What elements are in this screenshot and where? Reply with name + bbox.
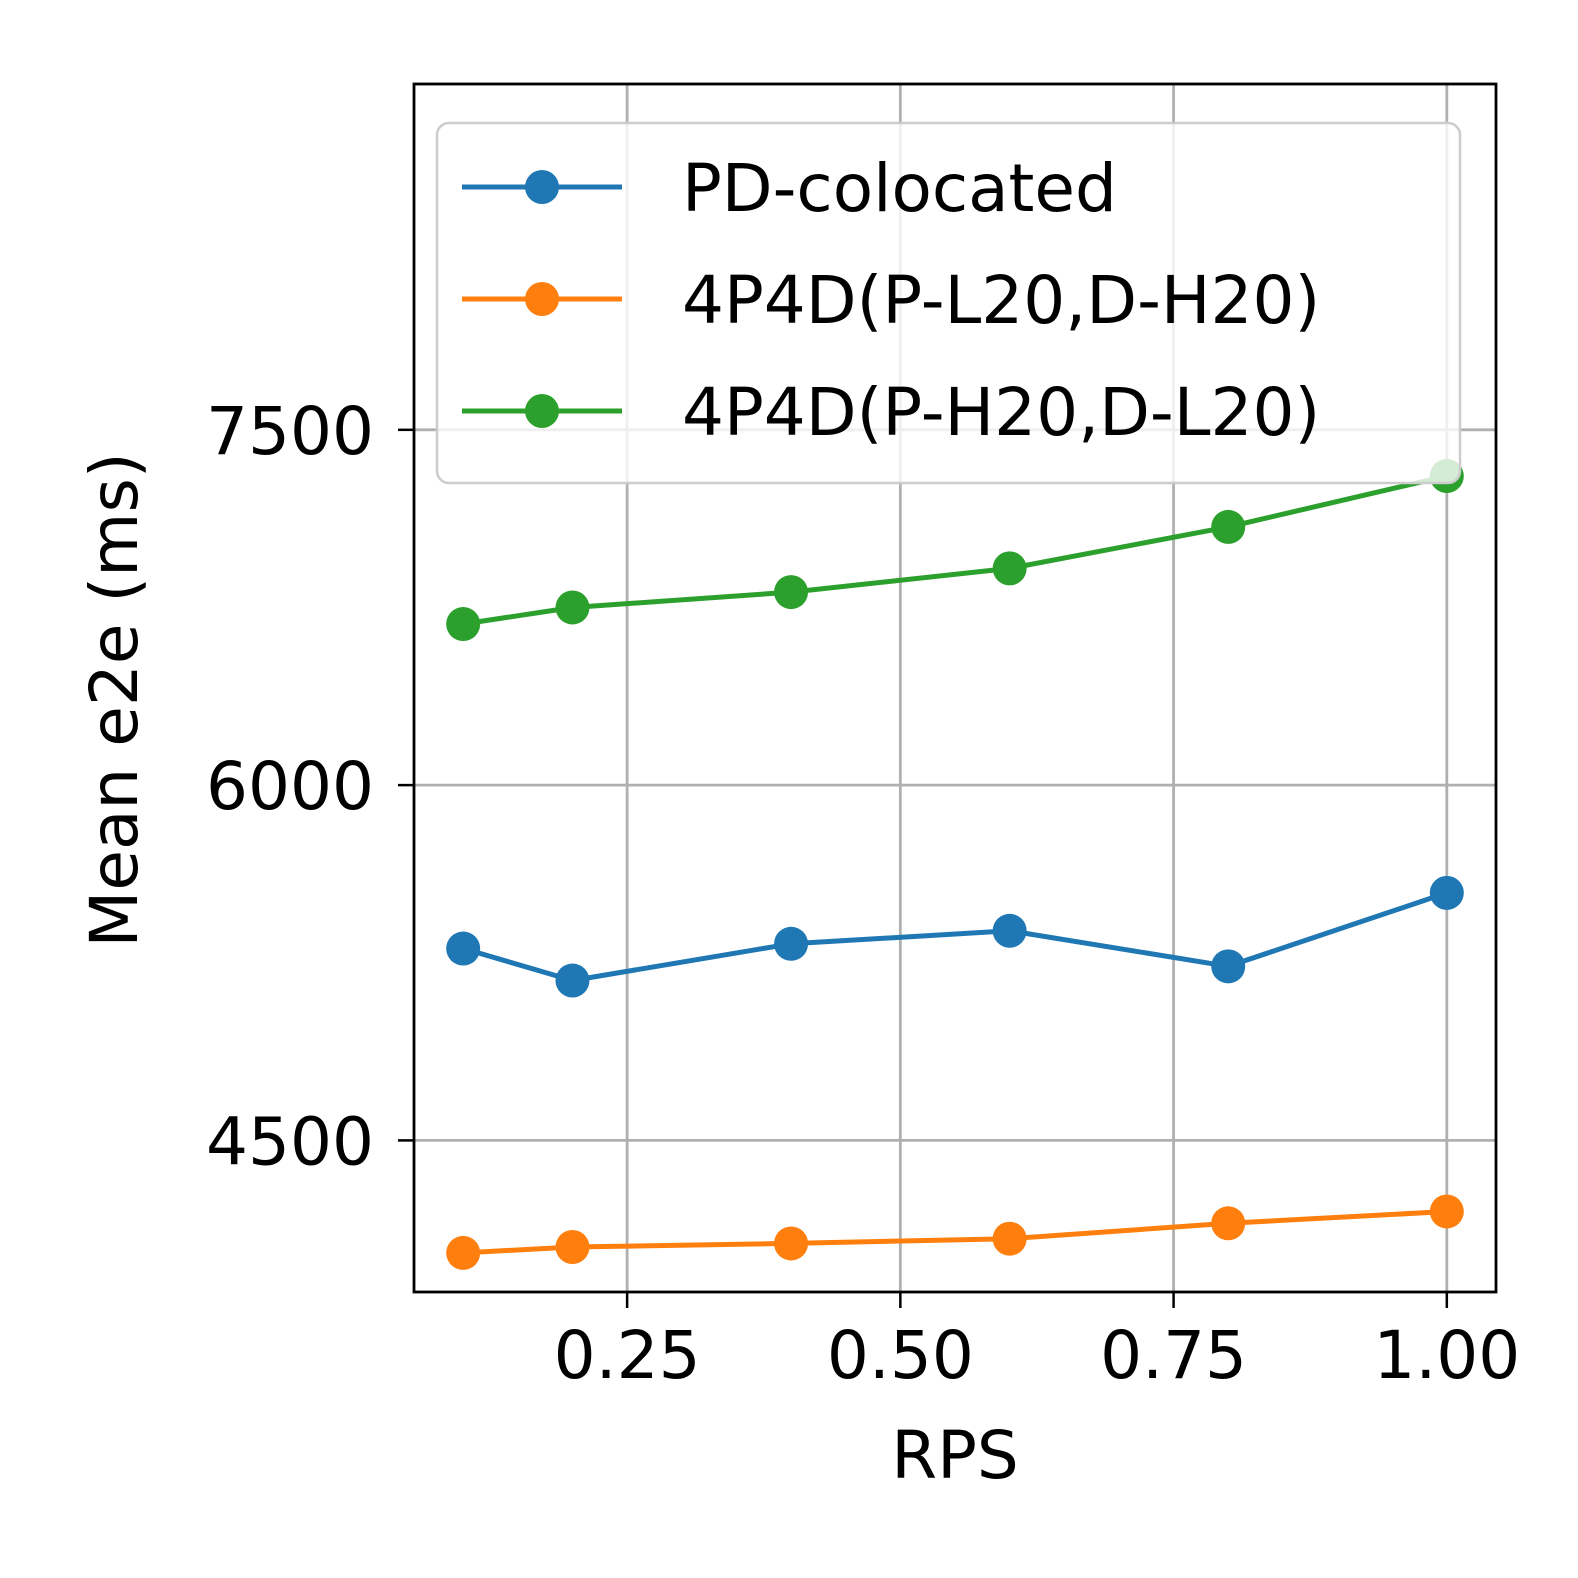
x-tick-label: 0.25: [554, 1317, 701, 1394]
legend-label: 4P4D(P-L20,D-H20): [682, 262, 1320, 339]
data-point: [1429, 1194, 1464, 1229]
series-line: [462, 890, 1448, 983]
legend-box: [435, 121, 1462, 485]
x-tick-label: 0.75: [1100, 1317, 1247, 1394]
data-point: [1211, 1206, 1246, 1241]
legend-swatch-marker: [525, 282, 559, 316]
axes-ticks: 0.25 0.50 0.75 1.00 4500 6000 7500: [206, 393, 1520, 1394]
data-point: [446, 607, 481, 642]
y-axis-label: Mean e2e (ms): [76, 452, 153, 947]
x-tick-label: 1.00: [1373, 1317, 1520, 1394]
legend-label: PD-colocated: [682, 150, 1117, 227]
data-point: [555, 1229, 590, 1264]
data-point: [774, 575, 809, 610]
plot-frame: [412, 82, 1498, 1294]
data-point: [1429, 875, 1464, 910]
series-group: [446, 1194, 1464, 1270]
x-axis-label: RPS: [891, 1417, 1019, 1494]
y-tick-label: 4500: [206, 1103, 374, 1180]
data-point: [555, 590, 590, 625]
series-group: [446, 875, 1464, 998]
x-tick-label: 0.50: [827, 1317, 974, 1394]
data-point: [446, 931, 481, 966]
data-point: [992, 1221, 1027, 1256]
data-point: [774, 1226, 809, 1261]
legend-label: 4P4D(P-H20,D-L20): [682, 374, 1320, 451]
series-group: [446, 459, 1464, 1270]
series-line: [462, 473, 1448, 627]
series-group: [446, 459, 1464, 642]
legend: PD-colocated 4P4D(P-L20,D-H20) 4P4D(P-H20,…: [435, 121, 1462, 485]
y-tick-label: 7500: [206, 393, 374, 470]
data-point: [992, 913, 1027, 948]
data-point: [1211, 949, 1246, 984]
data-point: [555, 963, 590, 998]
legend-swatch-marker: [525, 394, 559, 428]
legend-swatch-marker: [525, 170, 559, 204]
data-point: [1211, 509, 1246, 544]
y-tick-label: 6000: [206, 748, 374, 825]
data-point: [992, 551, 1027, 586]
data-point: [774, 926, 809, 961]
data-point: [446, 1235, 481, 1270]
series-line: [463, 1209, 1447, 1256]
